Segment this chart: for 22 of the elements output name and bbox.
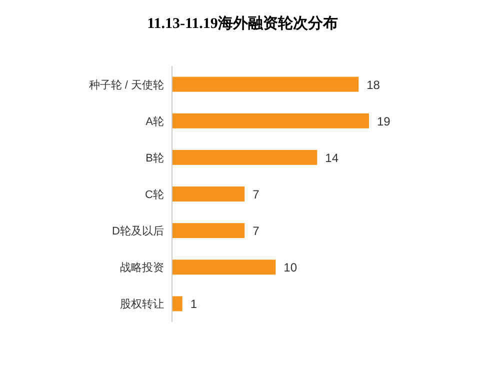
bar — [172, 76, 359, 92]
bar — [172, 296, 182, 312]
data-label: 19 — [377, 114, 391, 128]
bar — [172, 113, 369, 128]
data-label: 1 — [190, 297, 198, 312]
data-label: 18 — [366, 78, 380, 92]
data-label: 14 — [325, 150, 339, 165]
data-label: 7 — [252, 188, 260, 202]
y-tick-label: 种子轮 / 天使轮 — [88, 78, 164, 92]
bar — [172, 260, 276, 275]
chart-title: 11.13-11.19海外融资轮次分布 — [147, 15, 338, 32]
y-tick-label: B轮 — [146, 152, 164, 164]
y-tick-label: A轮 — [146, 116, 164, 128]
y-tick-label: 战略投资 — [120, 262, 164, 274]
data-label: 10 — [284, 260, 298, 275]
y-tick-label: 股权转让 — [120, 298, 164, 311]
bar — [172, 186, 245, 202]
y-tick-label: D轮及以后 — [112, 224, 164, 238]
bar — [172, 223, 245, 238]
bar — [172, 150, 318, 165]
data-label: 7 — [252, 224, 260, 238]
y-tick-label: C轮 — [145, 189, 164, 201]
